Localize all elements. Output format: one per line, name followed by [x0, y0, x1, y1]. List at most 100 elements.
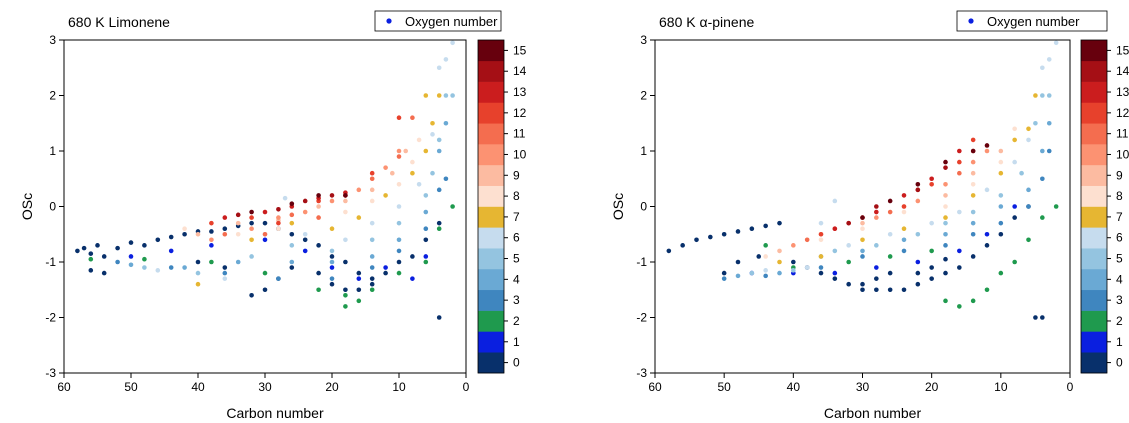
data-point-o6	[1046, 57, 1052, 62]
colorbar-segment	[478, 60, 504, 82]
data-point-o0	[1033, 315, 1038, 320]
data-point-o0	[289, 265, 295, 270]
data-point-o0	[101, 254, 107, 259]
data-point-o14	[943, 165, 948, 170]
data-point-o7	[423, 93, 429, 98]
data-point-o4	[970, 220, 976, 226]
data-point-o4	[369, 254, 375, 259]
data-point-o2	[887, 254, 893, 259]
data-point-o5	[1040, 93, 1045, 98]
data-point-o6	[430, 132, 435, 137]
data-point-o4	[182, 265, 187, 270]
data-point-o10	[943, 182, 948, 187]
data-point-o0	[115, 245, 120, 251]
data-point-o3	[396, 248, 402, 254]
data-point-o3	[1046, 148, 1052, 154]
data-point-o7	[943, 215, 948, 220]
x-tick-label: 60	[57, 380, 71, 394]
data-point-o0	[128, 240, 134, 245]
colorbar-tick-label: 5	[513, 252, 520, 266]
data-point-o5	[195, 270, 201, 276]
data-point-o0	[666, 248, 672, 254]
y-tick-label: 1	[49, 144, 56, 158]
data-point-o9	[316, 204, 321, 209]
data-point-o0	[329, 281, 335, 287]
data-point-o9	[777, 248, 782, 254]
data-point-o3	[860, 254, 865, 259]
data-point-o3	[763, 273, 768, 279]
data-point-o0	[887, 270, 893, 276]
data-point-o8	[182, 226, 187, 231]
colorbar-frame	[1080, 39, 1108, 374]
data-point-o5	[749, 270, 755, 276]
legend-label: Oxygen number	[987, 14, 1080, 29]
data-point-o7	[998, 170, 1004, 176]
data-point-o1	[209, 243, 214, 248]
y-tick-label: -1	[45, 255, 56, 269]
x-tick-label: 10	[994, 380, 1008, 394]
data-point-o5	[791, 268, 796, 273]
colorbar-tick-label: 10	[513, 147, 527, 161]
data-point-o10	[209, 237, 214, 243]
colorbar-tick-label: 7	[1116, 210, 1123, 224]
data-point-o13	[832, 226, 838, 231]
data-point-o12	[276, 220, 281, 226]
data-point-o8	[276, 226, 281, 231]
data-point-o6	[1040, 65, 1045, 71]
data-point-o0	[369, 276, 375, 281]
data-point-o15	[887, 198, 893, 204]
data-point-o0	[182, 231, 187, 237]
data-point-o9	[235, 220, 241, 226]
colorbar-segment	[478, 352, 504, 374]
data-point-o3	[369, 265, 375, 270]
data-point-o6	[222, 276, 228, 281]
data-point-o6	[984, 187, 990, 193]
data-point-o0	[735, 259, 741, 265]
data-point-o5	[970, 209, 976, 215]
data-point-o0	[998, 231, 1004, 237]
legend-marker	[968, 18, 974, 24]
colorbar-tick-label: 5	[1116, 252, 1123, 266]
data-point-o0	[410, 254, 415, 259]
data-point-o8	[396, 182, 402, 187]
data-point-o11	[396, 154, 402, 159]
data-point-o11	[410, 115, 415, 120]
data-point-o0	[329, 254, 335, 259]
data-point-o9	[390, 170, 395, 176]
data-point-o0	[915, 281, 921, 287]
data-point-o4	[998, 204, 1004, 209]
colorbar-segment	[1081, 227, 1107, 249]
data-point-o5	[1019, 170, 1024, 176]
data-point-o0	[101, 270, 107, 276]
data-point-o2	[209, 259, 214, 265]
data-point-o2	[369, 287, 375, 293]
chart-title: 680 K α-pinene	[659, 14, 754, 30]
data-point-o4	[1040, 148, 1045, 154]
data-point-o1	[262, 237, 268, 243]
data-point-o12	[249, 215, 254, 220]
colorbar-segment	[478, 81, 504, 103]
x-tick-label: 50	[717, 380, 731, 394]
data-point-o2	[436, 226, 442, 231]
data-point-o8	[901, 209, 907, 215]
data-point-o15	[943, 159, 948, 165]
y-tick-label: 1	[640, 144, 647, 158]
data-point-o9	[998, 148, 1004, 154]
data-point-o6	[832, 198, 838, 204]
colorbar-tick-label: 0	[513, 356, 520, 370]
data-point-o8	[416, 137, 422, 143]
colorbar-tick-label: 14	[1116, 64, 1129, 78]
data-point-o0	[1012, 215, 1017, 220]
colorbar-segment	[1081, 268, 1107, 291]
data-point-o0	[721, 231, 727, 237]
data-point-o3	[970, 231, 976, 237]
data-point-o2	[943, 298, 948, 304]
data-point-o0	[222, 226, 228, 231]
data-point-o7	[777, 259, 782, 265]
colorbar-tick-label: 15	[513, 43, 527, 57]
data-point-o3	[222, 270, 228, 276]
data-point-o4	[901, 237, 907, 243]
data-point-o4	[329, 259, 335, 265]
data-point-o12	[901, 204, 907, 209]
data-point-o5	[369, 237, 375, 243]
